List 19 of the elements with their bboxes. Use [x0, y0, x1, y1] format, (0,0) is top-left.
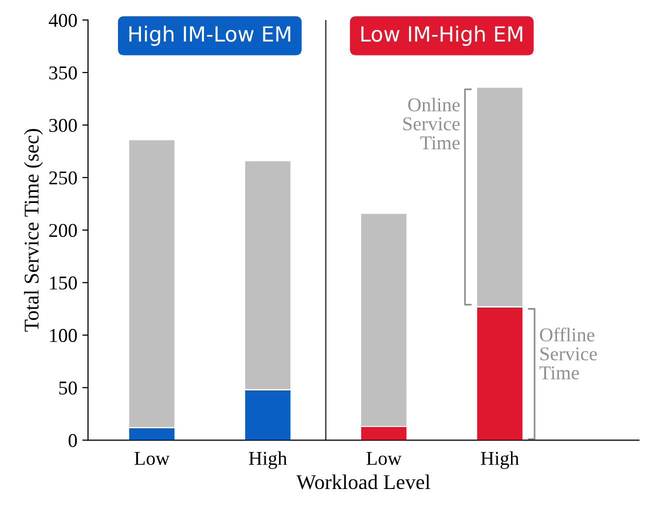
y-tick-label: 100	[50, 328, 77, 342]
y-tick-label: 300	[49, 118, 77, 132]
annotation: Online Service Time	[403, 98, 460, 150]
x-tick-label: High	[248, 451, 287, 469]
y-tick-label: 0	[68, 434, 77, 448]
y-axis-title: Total Service Time (sec)	[24, 129, 43, 332]
x-axis-title: Workload Level	[296, 474, 430, 490]
y-tick-label: 350	[49, 66, 77, 80]
y-tick-label: 200	[49, 224, 77, 238]
y-tick-label: 400	[48, 14, 77, 27]
annotation: High IM-Low EM	[129, 26, 290, 46]
x-tick-label: Low	[366, 452, 402, 465]
x-tick-label: High	[480, 451, 519, 469]
annotation: Low IM-High EM	[361, 26, 522, 46]
annotation: Offline Service Time	[540, 328, 597, 380]
x-tick-label: Low	[134, 452, 170, 465]
y-tick-label: 50	[59, 381, 77, 395]
y-tick-label: 150	[50, 276, 77, 290]
y-tick-label: 250	[49, 171, 77, 184]
